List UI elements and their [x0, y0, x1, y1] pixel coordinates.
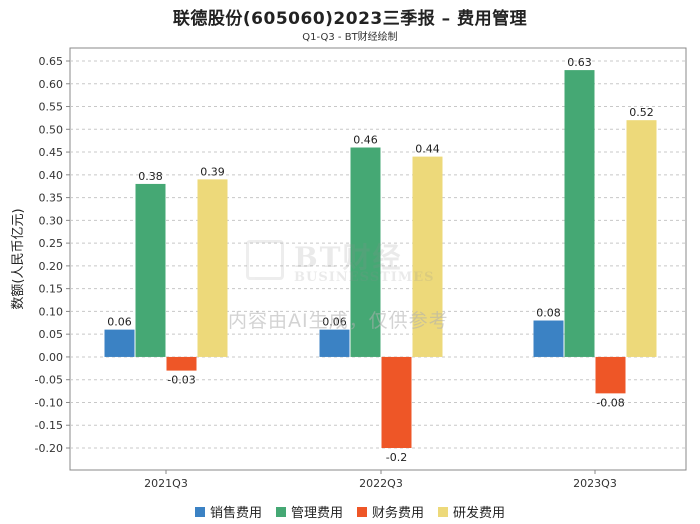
y-tick-label: 0.50: [39, 123, 64, 136]
legend-swatch: [438, 506, 449, 517]
bar-2022Q3-s1: [350, 147, 381, 357]
y-axis-label: 数额(人民币亿元): [11, 208, 26, 309]
y-tick-label: -0.15: [35, 419, 63, 432]
y-tick-label: 0.05: [39, 328, 64, 341]
y-tick-label: 0.20: [39, 260, 64, 273]
bar-2023Q3-s0: [533, 320, 564, 357]
legend-swatch: [194, 506, 205, 517]
bar-2023Q3-s1: [564, 70, 595, 357]
x-tick-label: 2023Q3: [573, 477, 617, 490]
y-tick-label: -0.20: [35, 442, 63, 455]
bar-2023Q3-s3: [626, 120, 657, 357]
y-tick-label: 0.15: [39, 283, 64, 296]
legend-label: 销售费用: [209, 506, 262, 521]
data-label: 0.06: [322, 316, 347, 329]
data-label: -0.03: [167, 374, 195, 387]
data-label: 0.44: [415, 143, 440, 156]
data-label: 0.46: [353, 134, 378, 147]
data-label: 0.39: [200, 165, 225, 178]
bar-2021Q3-s2: [166, 356, 197, 371]
y-tick-label: 0.45: [39, 146, 64, 159]
chart-title: 联德股份(605060)2023三季报 – 费用管理: [172, 9, 528, 29]
legend-item: 销售费用: [194, 502, 262, 521]
y-tick-label: 0.00: [39, 351, 64, 364]
legend-item: 管理费用: [275, 502, 343, 521]
x-tick-label: 2022Q3: [359, 477, 403, 490]
legend-label: 研发费用: [453, 506, 506, 521]
bar-2021Q3-s0: [104, 329, 135, 357]
legend-item: 财务费用: [357, 502, 424, 521]
data-label: 0.08: [536, 307, 561, 320]
y-tick-label: 0.60: [39, 78, 64, 91]
y-tick-label: -0.05: [35, 374, 63, 387]
bar-2021Q3-s3: [197, 179, 228, 357]
chart-subtitle: Q1-Q3 - BT财经绘制: [302, 32, 398, 43]
y-tick-label: 0.35: [39, 192, 64, 205]
data-label: 0.52: [629, 106, 654, 119]
legend-swatch: [275, 506, 286, 517]
bar-chart: 0.65 0.60 0.55 0.50 0.45 0.40 0.35 0.30 0.25 0.20…: [11, 47, 687, 490]
bar-2022Q3-s3: [412, 156, 443, 357]
y-tick-label: -0.10: [35, 396, 63, 409]
y-tick-label: 0.55: [39, 101, 64, 114]
data-label: 0.06: [107, 316, 132, 329]
data-label: -0.2: [386, 451, 407, 464]
bar-2021Q3-s1: [135, 183, 166, 357]
x-tick-label: 2021Q3: [144, 477, 188, 490]
legend-label: 财务费用: [372, 506, 425, 521]
legend-swatch: [357, 506, 367, 517]
legend: 销售费用 管理费用 财务费用 研发费用: [0, 502, 700, 521]
data-label: 0.63: [567, 56, 592, 69]
y-tick-label: 0.10: [39, 305, 64, 318]
data-label: -0.08: [596, 396, 624, 409]
y-tick-label: 0.65: [39, 55, 64, 68]
y-tick-label: 0.40: [39, 169, 64, 182]
bar-2022Q3-s2: [381, 356, 412, 448]
bar-2023Q3-s2: [595, 356, 626, 394]
legend-item: 研发费用: [438, 502, 505, 521]
y-tick-label: 0.25: [39, 237, 64, 250]
data-label: 0.38: [138, 170, 163, 183]
legend-label: 管理费用: [290, 506, 343, 521]
bar-2022Q3-s0: [319, 329, 350, 357]
y-tick-label: 0.30: [39, 214, 64, 227]
